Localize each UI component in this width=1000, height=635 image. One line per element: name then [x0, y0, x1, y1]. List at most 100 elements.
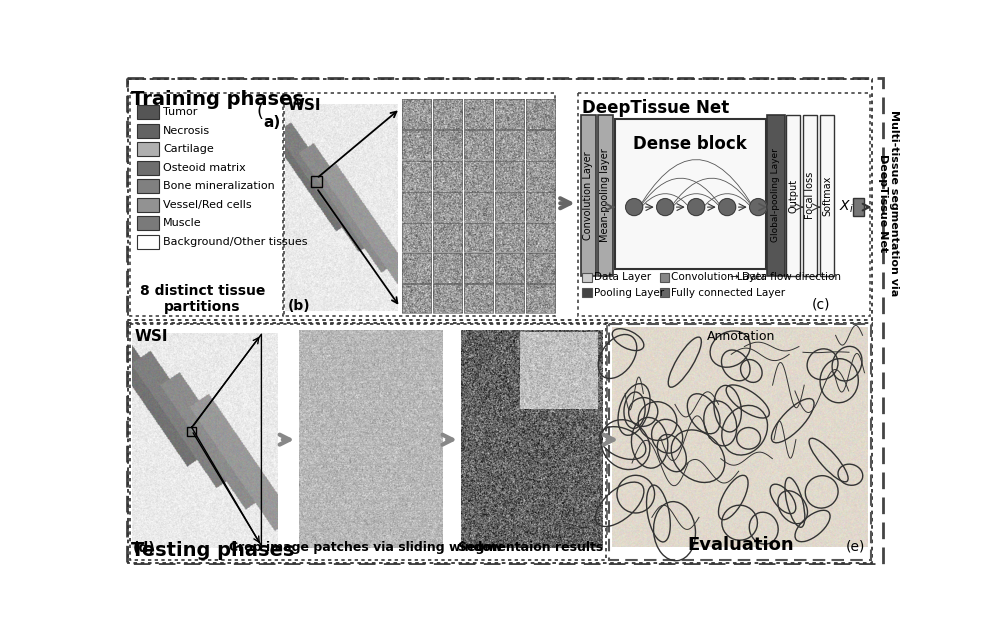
Bar [526, 161, 555, 190]
Bar [137, 161, 159, 175]
Bar [495, 192, 524, 221]
Bar [464, 192, 493, 221]
Bar [402, 222, 431, 251]
Bar [767, 115, 785, 276]
Text: Convolution Layer: Convolution Layer [583, 151, 593, 240]
Bar [187, 427, 196, 436]
Text: Training phases: Training phases [131, 90, 304, 109]
Text: DeepTissue Net: DeepTissue Net [582, 99, 730, 117]
Bar [284, 93, 555, 316]
Bar [130, 324, 606, 560]
Bar [402, 284, 431, 313]
Bar [582, 288, 592, 297]
Bar [820, 115, 834, 276]
Text: (: ( [257, 103, 264, 121]
Bar [495, 130, 524, 159]
Bar [433, 130, 462, 159]
Bar [464, 161, 493, 190]
Bar [402, 161, 431, 190]
Bar [582, 272, 592, 282]
Bar [137, 105, 159, 119]
Text: Tumor: Tumor [163, 107, 197, 117]
Circle shape [688, 199, 705, 215]
Text: Fully connected Layer: Fully connected Layer [671, 288, 786, 298]
Text: 8 distinct tissue
partitions: 8 distinct tissue partitions [140, 284, 265, 314]
Bar [526, 192, 555, 221]
Bar [128, 79, 872, 319]
Text: $X_i$: $X_i$ [839, 199, 854, 215]
Bar [464, 99, 493, 128]
Text: Output: Output [788, 178, 798, 213]
Text: a): a) [263, 115, 280, 130]
Bar [615, 119, 766, 269]
Circle shape [657, 199, 674, 215]
Text: WSI: WSI [134, 329, 168, 344]
Text: (c): (c) [812, 297, 830, 311]
Text: WSI: WSI [288, 98, 321, 113]
Text: Data Layer: Data Layer [594, 272, 651, 282]
Bar [137, 235, 159, 249]
Circle shape [719, 199, 736, 215]
Text: Dense block: Dense block [633, 135, 747, 154]
Text: Evaluation: Evaluation [688, 535, 794, 554]
Text: Softmax: Softmax [822, 175, 832, 216]
Bar [311, 177, 322, 187]
Text: Segmentaion results: Segmentaion results [458, 540, 603, 554]
Text: Background/Other tissues: Background/Other tissues [163, 237, 307, 247]
Bar [402, 192, 431, 221]
Bar [803, 115, 817, 276]
Text: Convolution Layer: Convolution Layer [671, 272, 766, 282]
Bar [578, 93, 870, 316]
Text: → Data flow direction: → Data flow direction [730, 272, 840, 282]
Bar [433, 253, 462, 283]
Bar [526, 253, 555, 283]
Bar [853, 198, 864, 217]
Bar [137, 217, 159, 231]
Text: Bone mineralization: Bone mineralization [163, 182, 275, 191]
Text: Necrosis: Necrosis [163, 126, 210, 136]
Bar [526, 130, 555, 159]
Bar [402, 130, 431, 159]
Bar [137, 124, 159, 138]
Text: Pooling Layer: Pooling Layer [594, 288, 664, 298]
Text: Global-pooling Layer: Global-pooling Layer [772, 149, 780, 243]
Bar [495, 253, 524, 283]
Text: Annotation: Annotation [707, 330, 775, 344]
Text: Crop image patches via sliding window: Crop image patches via sliding window [229, 540, 502, 554]
Bar [786, 115, 800, 276]
Bar [464, 253, 493, 283]
Text: Osteoid matrix: Osteoid matrix [163, 163, 246, 173]
Bar [581, 115, 596, 276]
Text: Testing phases: Testing phases [131, 541, 295, 560]
Text: Vessel/Red cells: Vessel/Red cells [163, 200, 252, 210]
Bar [130, 93, 283, 316]
Bar [526, 284, 555, 313]
Bar [495, 99, 524, 128]
Bar [433, 99, 462, 128]
Text: Focal loss: Focal loss [805, 172, 815, 219]
Bar [128, 323, 872, 563]
Bar [660, 272, 669, 282]
Text: Cartilage: Cartilage [163, 144, 214, 154]
Bar [433, 222, 462, 251]
Text: (d): (d) [133, 541, 155, 555]
Text: Multi-tissue segmentation via
DeepTissue Net: Multi-tissue segmentation via DeepTissue… [878, 110, 899, 297]
Bar [464, 222, 493, 251]
Bar [402, 99, 431, 128]
Text: Muscle: Muscle [163, 218, 202, 228]
Bar [433, 284, 462, 313]
Bar [495, 222, 524, 251]
Circle shape [626, 199, 643, 215]
Bar [526, 99, 555, 128]
Bar [402, 253, 431, 283]
Bar [137, 198, 159, 211]
Text: (b): (b) [288, 299, 310, 313]
Bar [495, 284, 524, 313]
Bar [433, 161, 462, 190]
Bar [464, 130, 493, 159]
Bar [495, 161, 524, 190]
Bar [660, 288, 669, 297]
Bar [137, 142, 159, 156]
Bar [609, 324, 871, 560]
Bar [526, 222, 555, 251]
